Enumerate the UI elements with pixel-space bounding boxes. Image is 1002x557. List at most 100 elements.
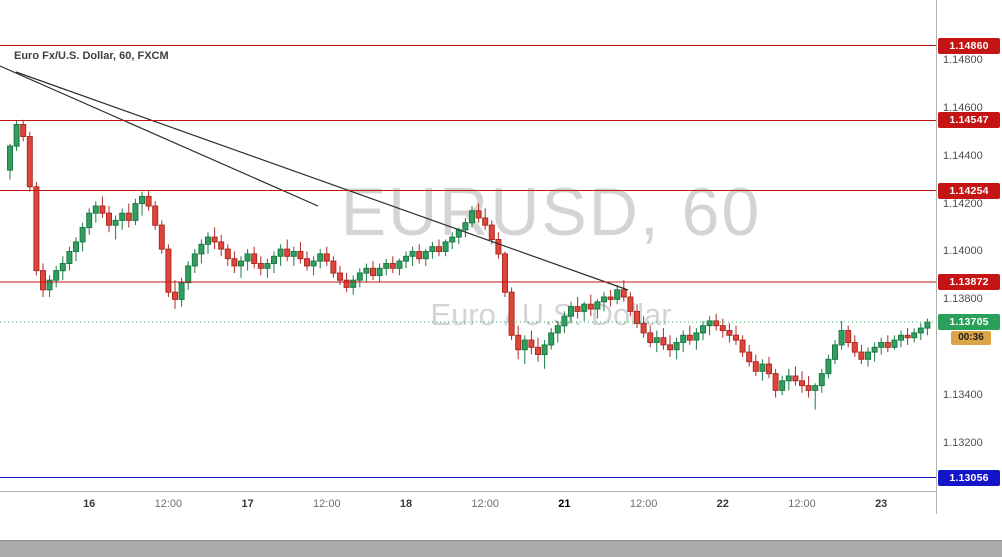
candlestick-chart[interactable] <box>0 0 936 491</box>
candle-body <box>257 263 264 269</box>
candle-body <box>416 251 423 260</box>
price-axis-label: 1.14000 <box>943 245 983 258</box>
candle-body <box>561 315 568 327</box>
price-axis[interactable]: 1.14800 1.14600 1.14400 1.14200 1.14000 1.138… <box>936 0 1002 514</box>
candle-body <box>502 253 508 293</box>
candle-body <box>436 246 442 252</box>
candle-body <box>53 270 60 281</box>
candle-body <box>528 339 535 348</box>
candle-body <box>772 373 779 391</box>
candle-body <box>79 227 86 243</box>
candle-body <box>46 279 53 291</box>
candle-body <box>832 344 838 360</box>
candle-body <box>389 263 396 269</box>
candle-body <box>185 265 192 284</box>
candle-body <box>271 255 277 264</box>
candle-body <box>871 346 878 353</box>
candle-body <box>878 342 885 348</box>
price-level-badge[interactable]: 1.14254 <box>938 182 1000 199</box>
candle-body <box>337 272 343 281</box>
bottom-bar <box>0 540 1002 557</box>
candle-body <box>700 325 706 334</box>
candle-body <box>521 339 528 351</box>
candle-body <box>475 210 482 219</box>
time-axis-label: 17 <box>241 498 254 510</box>
price-level-badge[interactable]: 1.13056 <box>938 469 1000 486</box>
candle-body <box>370 267 376 276</box>
price-level-badge[interactable]: 1.13872 <box>938 274 1000 291</box>
candle-body <box>317 253 324 262</box>
candle-body <box>825 358 832 375</box>
candle-body <box>799 380 805 387</box>
candle-body <box>917 327 924 334</box>
price-axis-label: 1.14200 <box>943 197 983 210</box>
candle-body <box>376 267 383 276</box>
candle-body <box>409 251 416 257</box>
candle-body <box>244 253 251 262</box>
trendline[interactable] <box>15 71 629 291</box>
candle-body <box>706 320 713 327</box>
candle-body <box>766 363 772 375</box>
candle-body <box>660 337 667 346</box>
candle-body <box>495 239 502 255</box>
candle-body <box>323 253 330 262</box>
candle-body <box>119 212 126 221</box>
candle-body <box>686 334 693 341</box>
time-axis-label: 12:00 <box>788 498 816 510</box>
candle-body <box>383 263 390 269</box>
candle-body <box>667 344 673 351</box>
candle-body <box>865 351 871 360</box>
candle-body <box>620 289 627 298</box>
candle-body <box>845 330 852 343</box>
candle-body <box>59 263 66 272</box>
candle-body <box>132 203 139 221</box>
candle-body <box>515 334 522 351</box>
candle-body <box>759 363 766 372</box>
price-level-badge[interactable]: 1.14860 <box>938 37 1000 54</box>
candle-body <box>290 251 297 257</box>
candle-body <box>574 306 581 312</box>
candle-body <box>554 325 561 334</box>
candle-body <box>356 272 363 281</box>
time-axis[interactable]: 16 12:00 17 12:00 18 12:00 21 12:00 22 12:00 23 <box>0 492 936 516</box>
time-axis-label: 12:00 <box>313 498 341 510</box>
current-price-badge[interactable]: 1.13705 <box>938 314 1000 331</box>
candle-body <box>568 306 574 317</box>
candle-body <box>284 248 291 257</box>
candle-body <box>680 334 687 343</box>
time-axis-label: 12:00 <box>154 498 183 510</box>
candle-body <box>33 186 40 272</box>
bar-countdown-badge: 00:36 <box>951 331 991 346</box>
time-axis-label: 23 <box>875 498 888 510</box>
candle-body <box>640 322 647 334</box>
candle-body <box>587 303 594 310</box>
candle-body <box>541 344 548 355</box>
trendline[interactable] <box>0 65 319 207</box>
candle-body <box>792 375 799 382</box>
candle-body <box>238 260 244 267</box>
candle-body <box>13 124 20 147</box>
candle-body <box>449 236 456 243</box>
candle-body <box>178 282 185 300</box>
candle-body <box>785 375 792 382</box>
candle-body <box>508 291 515 336</box>
candle-body <box>726 330 733 336</box>
time-axis-label: 22 <box>716 498 729 510</box>
candle-body <box>673 342 680 351</box>
candle-body <box>634 310 640 324</box>
candle-body <box>20 124 27 137</box>
candle-body <box>26 136 33 188</box>
candle-body <box>911 332 918 339</box>
candle-body <box>92 205 99 214</box>
candle-body <box>719 325 726 332</box>
chart-plot-area[interactable] <box>0 0 936 491</box>
candle-body <box>86 212 93 229</box>
candle-body <box>106 212 112 226</box>
price-level-badge[interactable]: 1.14547 <box>938 112 1000 129</box>
price-axis-label: 1.13400 <box>943 389 983 402</box>
chart-title: Euro Fx/U.S. Dollar, 60, FXCM <box>14 50 169 62</box>
candle-body <box>746 351 753 363</box>
candle-body <box>231 258 238 267</box>
candle-body <box>904 334 911 339</box>
